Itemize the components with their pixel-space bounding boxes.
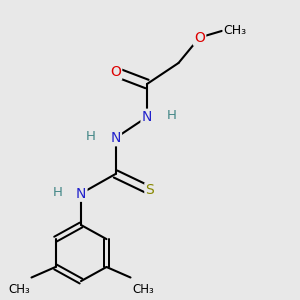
Text: H: H (86, 130, 96, 143)
Text: O: O (110, 65, 121, 79)
Text: CH₃: CH₃ (224, 24, 247, 38)
Text: H: H (53, 185, 63, 199)
Text: S: S (146, 184, 154, 197)
Text: N: N (142, 110, 152, 124)
Text: CH₃: CH₃ (8, 283, 30, 296)
Text: N: N (110, 131, 121, 145)
Text: O: O (194, 31, 205, 44)
Text: N: N (76, 187, 86, 200)
Text: CH₃: CH₃ (132, 283, 154, 296)
Text: H: H (167, 109, 176, 122)
